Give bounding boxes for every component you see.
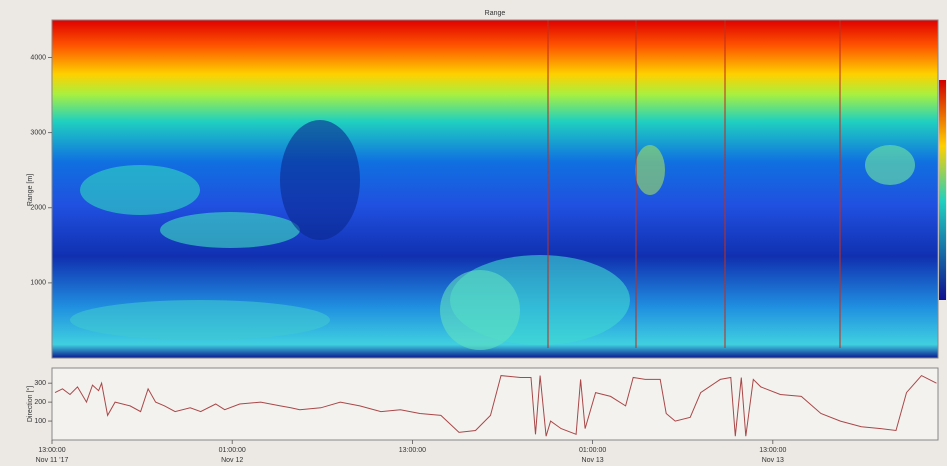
heatmap-feature	[635, 145, 665, 195]
heatmap-feature	[80, 165, 200, 215]
plot-frame	[51, 367, 939, 441]
heatmap-feature	[160, 212, 300, 248]
x-tick-label: 13:00:00	[759, 447, 786, 454]
y-tick-label: 3000	[30, 130, 46, 137]
x-tick-label: 01:00:00	[579, 447, 606, 454]
x-tick-label: 01:00:00	[219, 447, 246, 454]
y-tick-label: 4000	[30, 54, 46, 61]
heatmap-feature	[440, 270, 520, 350]
x-tick-label: 13:00:00	[38, 447, 65, 454]
y-tick-label: 100	[34, 418, 46, 425]
x-date-label: Nov 13	[762, 457, 784, 464]
chart-title: Range	[485, 10, 506, 17]
y-axis-label: Direction [°]	[26, 386, 34, 422]
y-tick-label: 300	[34, 380, 46, 387]
x-date-label: Nov 13	[582, 457, 604, 464]
x-date-label: Nov 11 '17	[36, 457, 69, 464]
x-date-label: Nov 12	[221, 457, 243, 464]
heatmap-feature	[70, 300, 330, 340]
y-tick-label: 1000	[30, 280, 46, 287]
y-tick-label: 200	[34, 399, 46, 406]
colorbar	[939, 80, 946, 300]
plot-frame	[51, 19, 939, 359]
x-tick-label: 13:00:00	[399, 447, 426, 454]
y-tick-label: 2000	[30, 205, 46, 212]
heatmap-feature	[280, 120, 360, 240]
heatmap-feature	[865, 145, 915, 185]
y-axis-label: Range [m]	[27, 174, 34, 206]
line-series	[54, 374, 937, 437]
